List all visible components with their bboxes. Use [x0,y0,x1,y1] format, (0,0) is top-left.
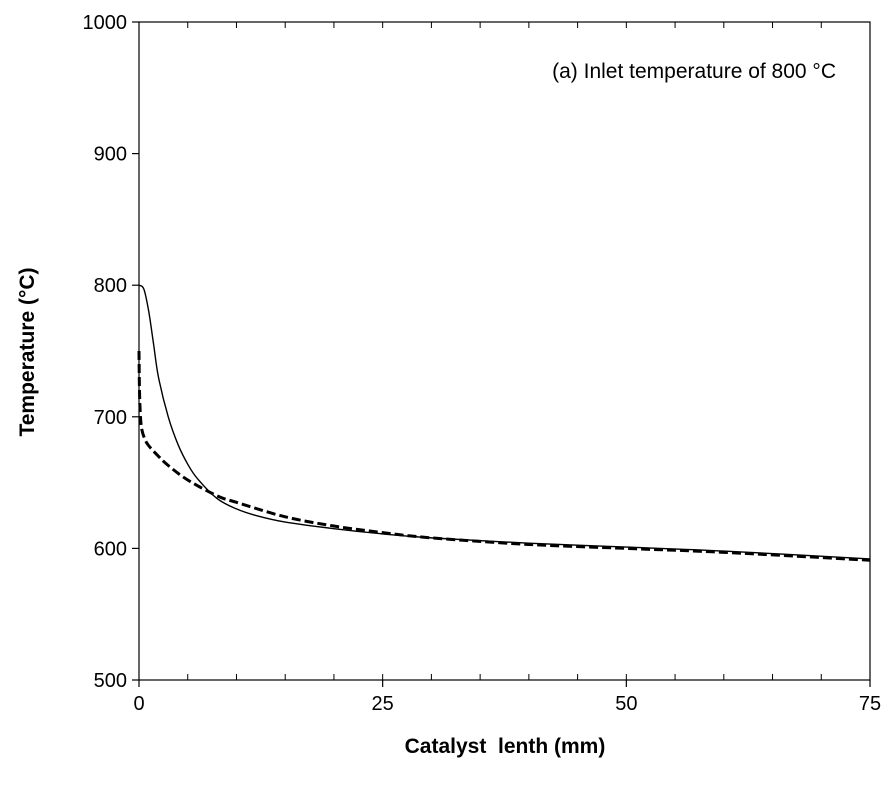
y-tick-label: 500 [94,670,127,692]
series-layer [137,284,871,562]
x-axis-title: Catalyst lenth (mm) [405,735,606,758]
y-tick-label: 1000 [83,12,128,34]
series-line-dashed [137,350,871,562]
y-axis-title: Temperature (°C) [16,267,39,436]
x-minor-ticks [138,22,871,680]
y-tick-label: 700 [94,407,127,429]
y-ticks: 500 600 700 800 900 1000 [83,12,139,692]
x-ticks: 0 25 50 75 [133,680,881,715]
plot-frame-rect [138,21,871,681]
y-tick-label: 600 [94,538,127,560]
y-tick-label: 800 [94,275,127,297]
x-tick-label: 75 [859,693,881,715]
y-tick-label: 900 [94,144,127,166]
annotation-text: (a) Inlet temperature of 800 °C [552,60,836,83]
x-tick-label: 0 [133,693,144,715]
series-line-solid [138,284,871,560]
x-tick-label: 50 [615,693,637,715]
plot-frame [138,21,871,681]
x-tick-label: 25 [372,693,394,715]
